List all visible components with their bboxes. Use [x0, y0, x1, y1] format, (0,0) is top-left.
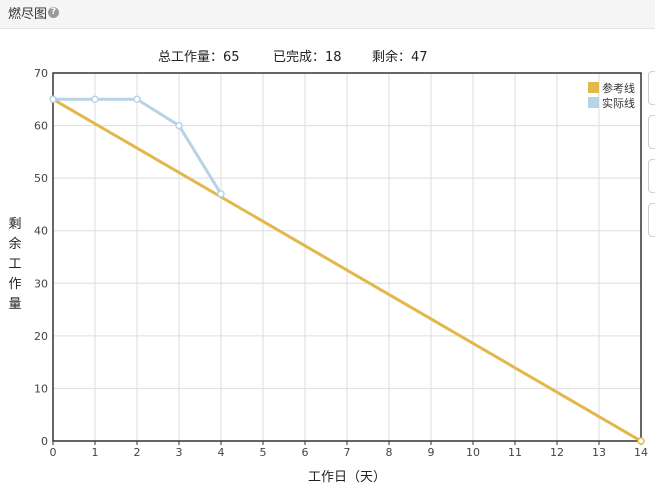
x-tick-label: 0 [50, 446, 57, 459]
x-tick-label: 12 [550, 446, 564, 459]
x-tick-label: 8 [386, 446, 393, 459]
x-tick-label: 11 [508, 446, 522, 459]
series-point-2 [49, 95, 57, 104]
y-tick-label: 0 [41, 435, 48, 448]
x-tick-label: 3 [176, 446, 183, 459]
x-tick-label: 9 [428, 446, 435, 459]
burndown-summary: 总工作量：65 已完成：18 剩余：47 [0, 46, 655, 66]
remaining-label: 剩余： [372, 50, 412, 65]
x-tick-label: 5 [260, 446, 267, 459]
remaining-workload: 剩余：47 [372, 46, 428, 65]
x-tick-label: 1 [92, 446, 99, 459]
x-tick-label: 4 [218, 446, 225, 459]
done-value: 18 [325, 50, 342, 65]
legend-label: 参考线 [602, 81, 635, 95]
x-tick-label: 13 [592, 446, 606, 459]
x-tick-label: 2 [134, 446, 141, 459]
legend-swatch [588, 82, 599, 93]
series-point-2 [91, 95, 99, 104]
page-title-text: 燃尽图 [8, 7, 48, 22]
question-circle-icon[interactable]: ? [48, 7, 60, 18]
y-tick-label: 40 [34, 225, 48, 238]
x-axis-title: 工作日（天） [308, 470, 386, 485]
side-tab-2[interactable] [648, 115, 655, 149]
legend-label: 实际线 [602, 96, 635, 110]
series-point-2 [217, 190, 225, 198]
y-tick-label: 60 [34, 120, 48, 133]
total-value: 65 [223, 50, 240, 65]
total-label: 总工作量： [158, 50, 224, 65]
side-tab-3[interactable] [648, 159, 655, 193]
completed-workload: 已完成：18 [273, 46, 342, 65]
total-workload: 总工作量：65 [158, 46, 240, 65]
x-tick-label: 7 [344, 446, 351, 459]
x-tick-label: 6 [302, 446, 309, 459]
y-tick-label: 20 [34, 330, 48, 343]
series-point-1 [637, 437, 645, 445]
series-point-2 [175, 121, 183, 130]
y-tick-label: 70 [34, 67, 48, 80]
y-axis-title: 剩余工作量 [8, 217, 21, 312]
y-tick-label: 50 [34, 172, 48, 185]
legend-swatch [588, 97, 599, 108]
side-tab-4[interactable] [648, 203, 655, 237]
x-tick-label: 14 [634, 446, 648, 459]
page-header: 燃尽图 ? [0, 0, 655, 29]
side-tab-1[interactable] [648, 71, 655, 105]
y-tick-label: 30 [34, 277, 48, 290]
page-title: 燃尽图 ? [8, 3, 60, 22]
y-tick-label: 10 [34, 382, 48, 395]
series-point-2 [133, 95, 141, 104]
x-tick-label: 10 [466, 446, 480, 459]
series-line-1 [52, 97, 642, 443]
done-label: 已完成： [273, 50, 326, 65]
remaining-value: 47 [411, 50, 428, 65]
